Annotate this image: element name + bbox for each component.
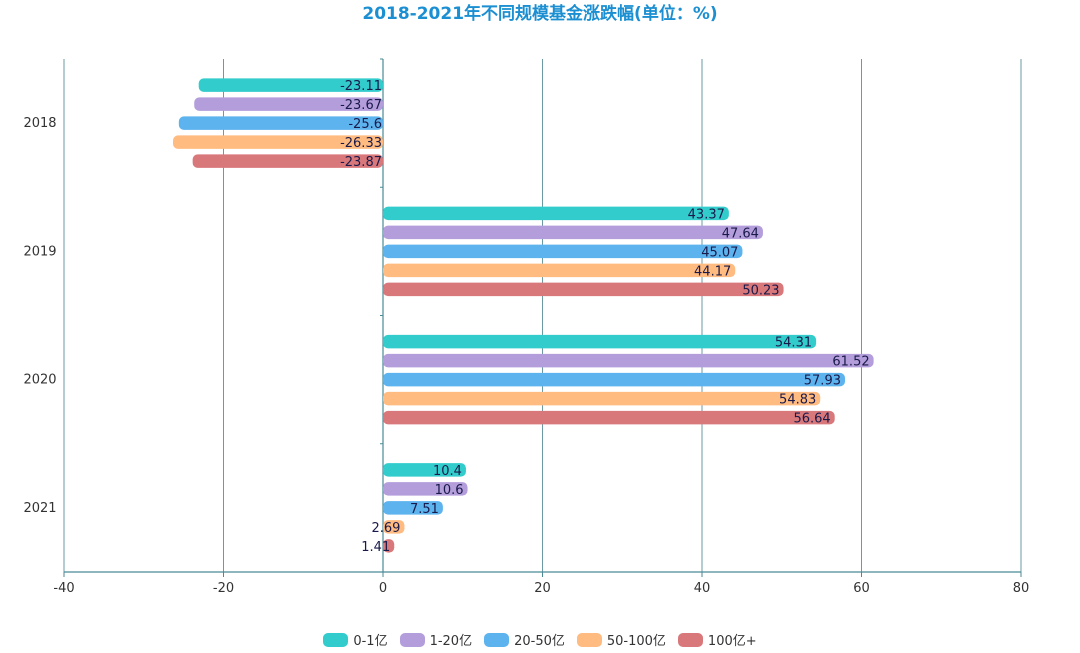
legend-item[interactable]: 0-1亿 xyxy=(323,630,388,649)
legend-label: 20-50亿 xyxy=(514,634,565,649)
data-label: 50.23 xyxy=(742,283,779,298)
legend-label: 0-1亿 xyxy=(353,634,388,649)
data-label: 44.17 xyxy=(694,264,731,279)
x-tick-label: -40 xyxy=(53,581,74,596)
bar xyxy=(192,154,383,168)
category-label: 2018 xyxy=(23,116,56,131)
legend-item[interactable]: 1-20亿 xyxy=(399,630,473,649)
bar xyxy=(194,97,383,111)
bar xyxy=(383,463,466,477)
x-tick-label: 40 xyxy=(694,581,711,596)
data-label: 54.31 xyxy=(775,336,812,351)
bar xyxy=(383,206,729,221)
legend-label: 50-100亿 xyxy=(606,634,666,649)
x-tick-label: 0 xyxy=(379,581,387,596)
x-tick-label: 60 xyxy=(853,581,870,596)
legend-label: 100亿+ xyxy=(707,634,757,649)
bar xyxy=(383,520,405,534)
bar xyxy=(173,135,383,149)
bar xyxy=(198,78,383,92)
bar xyxy=(383,482,468,496)
bar xyxy=(383,282,784,297)
bar xyxy=(383,410,835,425)
category-label: 2021 xyxy=(23,501,56,516)
legend-swatch xyxy=(677,632,703,647)
bar xyxy=(178,116,383,130)
bar xyxy=(383,244,743,259)
legend-item[interactable]: 50-100亿 xyxy=(576,630,666,649)
legend-swatch xyxy=(323,632,349,647)
bars xyxy=(173,78,874,553)
data-label: -25.6 xyxy=(348,117,382,132)
x-tick-label: 20 xyxy=(534,581,551,596)
chart-title: 2018-2021年不同规模基金涨跌幅(单位：%) xyxy=(362,4,718,24)
legend-swatch xyxy=(576,632,602,647)
data-label: -23.87 xyxy=(340,155,382,170)
data-label: -26.33 xyxy=(340,136,382,151)
bar xyxy=(383,353,874,368)
bar xyxy=(383,539,395,553)
bar xyxy=(383,372,845,387)
data-label: 2.69 xyxy=(371,521,400,536)
data-label: 45.07 xyxy=(701,245,738,260)
legend-item[interactable]: 20-50亿 xyxy=(484,630,565,649)
legend-label: 1-20亿 xyxy=(429,634,473,649)
data-label: -23.67 xyxy=(340,98,382,113)
data-label: 47.64 xyxy=(722,226,759,241)
axes: -40 -20 0 20 40 60 80 2018 2019 2020 2021 xyxy=(23,58,1030,596)
data-label: 56.64 xyxy=(793,412,830,427)
data-label: 10.6 xyxy=(435,483,464,498)
data-label: 54.83 xyxy=(779,393,816,408)
legend-item[interactable]: 100亿+ xyxy=(677,630,757,649)
legend-swatch xyxy=(399,632,425,647)
legend-swatch xyxy=(484,632,510,647)
data-label: -23.11 xyxy=(340,79,382,94)
bar xyxy=(383,391,821,406)
data-label: 10.4 xyxy=(433,464,462,479)
legend: 0-1亿 1-20亿 20-50亿 50-100亿 100亿+ xyxy=(0,630,1080,649)
bar xyxy=(383,225,763,240)
data-label: 43.37 xyxy=(688,207,725,222)
bar xyxy=(383,263,736,278)
x-tick-label: 80 xyxy=(1013,581,1030,596)
category-label: 2020 xyxy=(23,373,56,388)
bar xyxy=(383,334,817,349)
data-label: 7.51 xyxy=(410,502,439,517)
x-tick-label: -20 xyxy=(213,581,234,596)
data-labels: -23.11 -23.67 -25.6 -26.33 -23.87 43.37 47.64 4… xyxy=(340,79,870,555)
data-label: 57.93 xyxy=(804,374,841,389)
data-label: 61.52 xyxy=(832,355,869,370)
data-label: 1.41 xyxy=(361,540,390,555)
category-label: 2019 xyxy=(23,244,56,259)
bar xyxy=(383,501,443,515)
